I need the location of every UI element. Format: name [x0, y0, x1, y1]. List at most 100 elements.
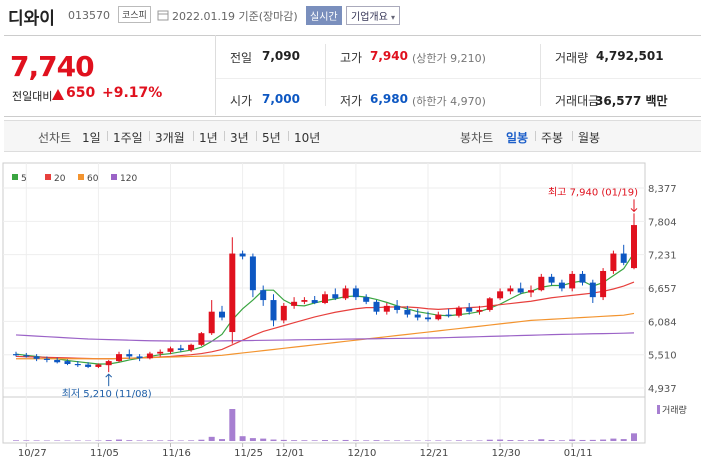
summary-value: 4,792,501 — [596, 49, 664, 63]
candle-body — [239, 253, 246, 257]
candle-body — [177, 348, 184, 351]
candle-body — [414, 314, 421, 318]
summary-note: (상한가 9,210) — [412, 52, 486, 65]
volume-bar — [332, 440, 339, 441]
summary-value: 7,000 — [262, 92, 300, 106]
up-arrow — [52, 89, 64, 100]
volume-bar — [497, 439, 504, 441]
volume-bar — [198, 439, 205, 441]
ma-line — [15, 252, 635, 365]
candle-body — [13, 354, 19, 356]
change-pct: +9.17% — [102, 85, 163, 101]
tab[interactable]: 주봉 — [541, 131, 564, 145]
candle-body — [363, 297, 370, 302]
candle-body — [280, 305, 287, 321]
tab[interactable]: 1년 — [199, 131, 218, 145]
volume-bar — [229, 409, 236, 441]
market-badge: 코스피 — [118, 6, 151, 23]
divider — [215, 35, 216, 115]
calendar-icon — [157, 10, 169, 21]
high-arrow — [630, 199, 638, 213]
tab[interactable]: 3년 — [230, 131, 249, 145]
candle-body — [569, 273, 576, 289]
y-tick-label: 7,231 — [648, 251, 677, 262]
tab-separator — [256, 131, 257, 141]
volume-bar — [95, 440, 102, 441]
volume-bar — [270, 439, 277, 441]
volume-bar — [157, 440, 164, 441]
volume-bar — [105, 440, 112, 441]
volume-bar — [260, 438, 267, 441]
candle-body — [188, 344, 195, 351]
candle-body — [126, 354, 133, 357]
summary-value: 36,577 백만 — [595, 94, 668, 108]
volume-bar — [620, 439, 627, 441]
volume-bar — [136, 440, 143, 441]
candle-body — [260, 290, 267, 301]
tab[interactable]: 1주일 — [113, 131, 143, 145]
candle-body — [311, 300, 318, 303]
candle-body — [383, 305, 390, 312]
volume-bar — [33, 440, 40, 441]
candle-body — [455, 307, 462, 316]
tab[interactable]: 일봉 — [506, 131, 529, 145]
tab-group-label: 선차트 — [38, 131, 72, 145]
volume-bar — [116, 439, 122, 441]
volume-bar — [517, 440, 524, 441]
tab[interactable]: 월봉 — [578, 131, 601, 145]
volume-bar — [528, 440, 534, 441]
volume-bar — [208, 436, 215, 441]
candle-body — [579, 273, 586, 283]
summary-label: 전일 — [230, 51, 253, 65]
x-tick-label: 11/16 — [162, 448, 191, 459]
price: 7,740 — [10, 50, 95, 83]
candle-body — [301, 300, 308, 302]
volume-bar — [322, 440, 328, 441]
candle-body — [466, 307, 473, 312]
x-tick-label: 01/11 — [564, 448, 593, 459]
volume-bar — [23, 440, 30, 441]
low-arrow — [105, 373, 113, 387]
tab[interactable]: 3개월 — [155, 131, 185, 145]
volume-bar — [435, 440, 442, 441]
volume-bar — [538, 439, 545, 441]
volume-bar — [352, 440, 359, 441]
legend-swatch — [45, 174, 51, 180]
candle-body — [270, 300, 277, 321]
volume-bar — [126, 440, 133, 441]
candle-body — [229, 253, 236, 333]
volume-bar — [167, 440, 174, 441]
candle-body — [146, 353, 153, 359]
volume-bar — [280, 439, 287, 441]
volume-bar — [466, 440, 473, 441]
y-tick-label: 8,377 — [648, 184, 677, 195]
stock-code: 013570 — [68, 9, 110, 22]
candle-body — [538, 276, 545, 291]
volume-bar — [507, 440, 514, 441]
volume-bar — [569, 439, 576, 441]
realtime-button[interactable]: 실시간 — [306, 6, 342, 25]
candle-body — [589, 282, 596, 298]
divider — [540, 44, 541, 106]
candle-body — [74, 364, 81, 366]
candle-body — [548, 276, 555, 283]
quote-box — [4, 35, 701, 117]
candle-body — [610, 253, 617, 271]
volume-bar — [177, 440, 184, 441]
x-tick-label: 11/05 — [90, 448, 119, 459]
tab[interactable]: 1일 — [82, 131, 101, 145]
tab[interactable]: 10년 — [294, 131, 321, 145]
volume-legend-swatch — [657, 405, 660, 414]
volume-bar — [476, 440, 483, 441]
tab-separator — [224, 131, 225, 141]
volume-bar — [404, 440, 411, 441]
volume-bar — [54, 440, 61, 441]
volume-bar — [239, 436, 246, 441]
volume-bar — [188, 440, 195, 441]
overview-button[interactable]: 기업개요 ▾ — [346, 6, 401, 25]
volume-bar — [486, 439, 493, 441]
ma-line — [15, 332, 635, 342]
tab[interactable]: 5년 — [262, 131, 281, 145]
